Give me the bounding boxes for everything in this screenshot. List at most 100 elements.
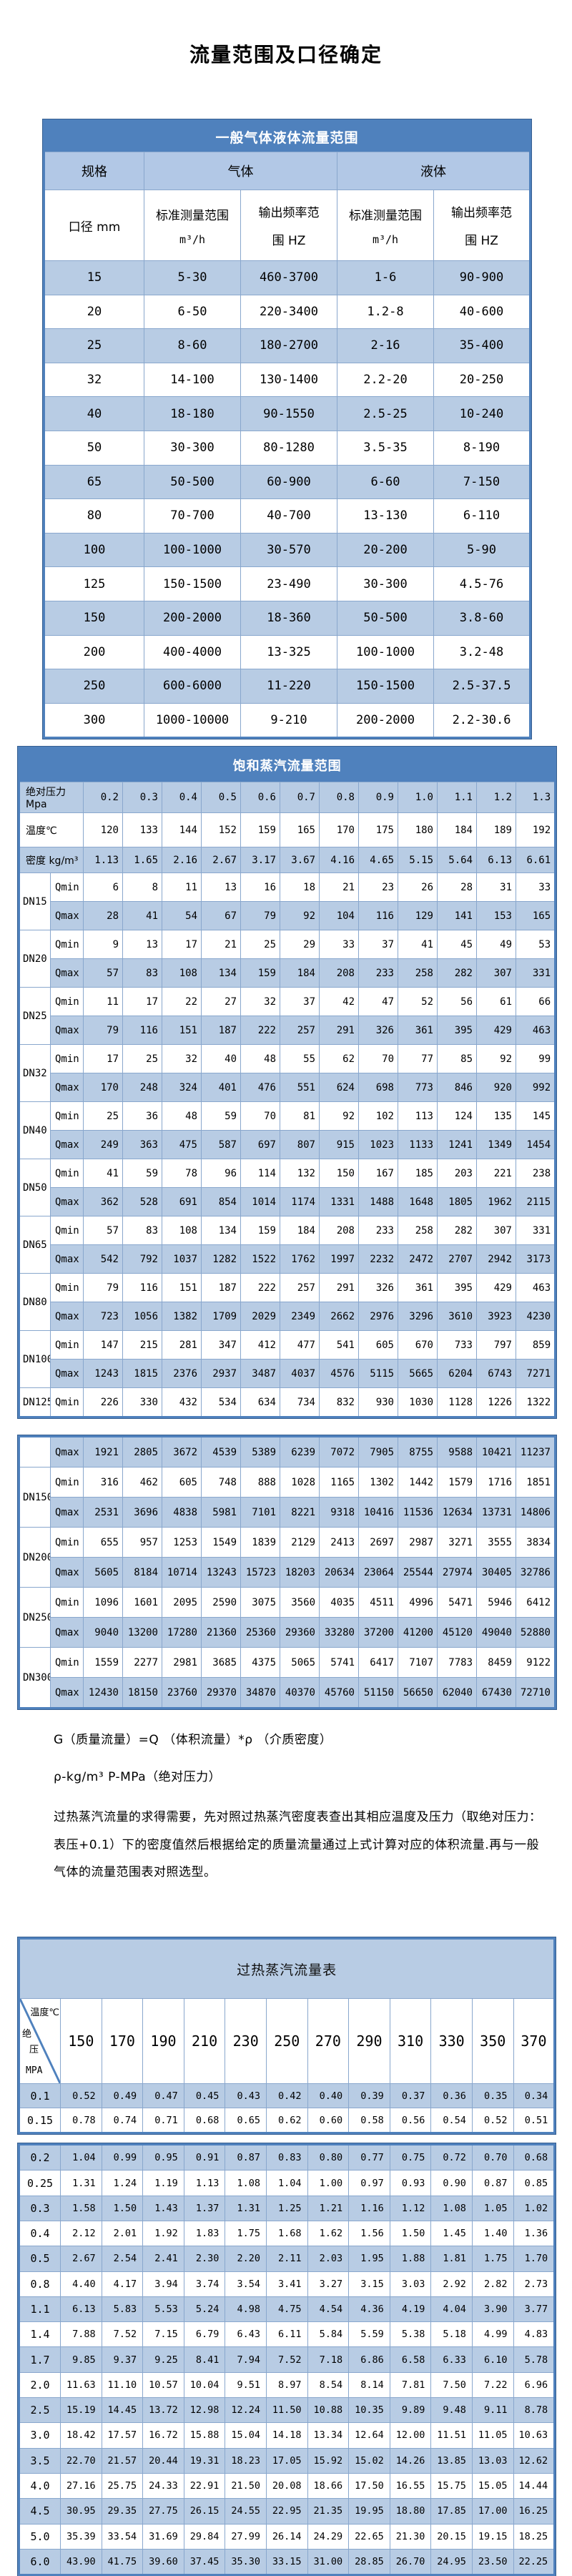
flow-value-cell: 361 <box>398 1016 438 1046</box>
liquid-freq-unit: 围 HZ <box>465 234 498 248</box>
liquid-range-cell: 2-16 <box>337 328 434 363</box>
flow-value-cell: 77 <box>398 1044 438 1074</box>
flow-value-cell: 45120 <box>437 1617 477 1648</box>
saturated-table-row: DN65 Qmin 57 83 108 134 159 184 208 233 258 282 307 3… <box>19 1216 556 1274</box>
density-value-cell: 1.56 <box>348 2220 390 2247</box>
flow-value-cell: 624 <box>319 1073 359 1103</box>
flow-value-cell: 291 <box>319 1273 359 1303</box>
saturated-table-row: DN125 Qmin 226 330 432 534 634 734 832 930 1030 112… <box>19 1387 556 1418</box>
density-value-cell: 24.55 <box>225 2498 267 2525</box>
density-value-cell: 20.15 <box>430 2523 473 2550</box>
flow-value-cell: 1488 <box>358 1187 398 1217</box>
flow-value-cell: 1921 <box>83 1436 123 1468</box>
flow-value-cell: 135 <box>476 1101 516 1131</box>
density-value-cell: 1.37 <box>183 2195 226 2221</box>
flow-value-cell: 920 <box>476 1073 516 1103</box>
density-value-cell: 0.56 <box>389 2108 432 2134</box>
temperature-column-header: 170 <box>101 1998 144 2085</box>
flow-value-cell: 92 <box>319 1101 359 1131</box>
superheated-table-row: 4.5 30.95 29.35 27.75 26.15 24.55 22.95 21.35 19… <box>19 2498 556 2525</box>
flow-value-cell: 48 <box>162 1101 202 1131</box>
density-value-cell: 0.83 <box>265 2144 308 2171</box>
density-value-cell: 2.11 <box>265 2246 308 2272</box>
density-value-cell: 1.68 <box>265 2220 308 2247</box>
flow-value-cell: 67430 <box>476 1677 516 1709</box>
pressure-label-cell: 2.0 <box>19 2371 61 2399</box>
saturated-table-row: DN32 Qmin 17 25 32 40 48 55 62 70 77 85 92 99 <box>19 1044 556 1103</box>
general-table-row: 80 70-700 40-700 13-130 6-110 <box>44 498 531 534</box>
flow-value-cell: 475 <box>162 1130 202 1160</box>
flow-value-cell: 9040 <box>83 1617 123 1648</box>
flow-value-cell: 2662 <box>319 1302 359 1332</box>
flow-value-cell: 1839 <box>240 1527 280 1558</box>
density-value-cell: 6.96 <box>513 2371 556 2399</box>
temperature-column-header: 250 <box>265 1998 308 2085</box>
diameter-cell: 250 <box>44 669 144 704</box>
gas-range-cell: 100-1000 <box>144 532 241 568</box>
density-value-cell: 4.19 <box>389 2296 432 2323</box>
flow-value-cell: 412 <box>240 1330 280 1360</box>
density-value-cell: 0.51 <box>513 2108 556 2134</box>
superheated-table-row: 0.3 1.58 1.50 1.43 1.37 1.31 1.25 1.21 1.16 1.12 1… <box>19 2195 556 2221</box>
density-value-cell: 3.74 <box>183 2271 226 2297</box>
saturated-table-row: DN150 Qmin 316 462 605 748 888 1028 1165 1302 1442… <box>19 1467 556 1528</box>
density-value-cell: 3.67 <box>280 847 320 874</box>
density-value-cell: 6.86 <box>348 2346 390 2373</box>
gas-range-cell: 600-6000 <box>144 669 241 704</box>
flow-value-cell: 18150 <box>122 1677 162 1709</box>
diameter-cell: 80 <box>44 498 144 534</box>
density-value-cell: 43.90 <box>60 2548 102 2576</box>
q-label-cell: Qmin <box>50 1273 84 1303</box>
flow-value-cell: 102 <box>358 1101 398 1131</box>
flow-value-cell: 3173 <box>515 1244 556 1274</box>
density-value-cell: 6.79 <box>183 2321 226 2348</box>
temperature-column-header: 350 <box>471 1998 514 2085</box>
liquid-range-cell: 1-6 <box>337 260 434 295</box>
corner-cell: 温度℃ 绝 压 MPA <box>19 1998 61 2085</box>
flow-value-cell: 5981 <box>201 1497 241 1528</box>
flow-value-cell: 281 <box>162 1330 202 1360</box>
pressure-value-cell: 0.3 <box>122 782 162 814</box>
liquid-freq-cell: 3.2-48 <box>433 634 531 670</box>
flow-value-cell: 832 <box>319 1387 359 1418</box>
pressure-label-cell: 0.25 <box>19 2170 61 2196</box>
density-value-cell: 6.13 <box>476 847 516 874</box>
temperature-column-header: 210 <box>183 1998 226 2085</box>
q-label-cell: Qmin <box>50 1527 84 1558</box>
flow-value-cell: 807 <box>280 1130 320 1160</box>
density-value-cell: 0.77 <box>348 2144 390 2171</box>
flow-value-cell: 3696 <box>122 1497 162 1528</box>
density-value-cell: 17.05 <box>265 2447 308 2474</box>
density-value-cell: 0.90 <box>430 2170 473 2196</box>
pressure-value-cell: 0.2 <box>83 782 123 814</box>
flow-value-cell: 2976 <box>358 1302 398 1332</box>
flow-value-cell: 4576 <box>319 1359 359 1389</box>
superheated-table-row: 2.5 15.19 14.45 13.72 12.98 12.24 11.50 10.88 10… <box>19 2397 556 2424</box>
general-table-row: 200 400-4000 13-325 100-1000 3.2-48 <box>44 634 531 670</box>
superheated-table-row: 0.15 0.78 0.74 0.71 0.68 0.65 0.62 0.60 0.58 0.56… <box>19 2108 556 2134</box>
flow-value-cell: 3555 <box>476 1527 516 1558</box>
flow-value-cell: 29370 <box>201 1677 241 1709</box>
density-value-cell: 29.35 <box>101 2498 144 2525</box>
density-value-cell: 29.84 <box>183 2523 226 2550</box>
flow-value-cell: 3685 <box>201 1647 241 1678</box>
flow-value-cell: 3075 <box>240 1587 280 1618</box>
density-value-cell: 4.36 <box>348 2296 390 2323</box>
general-table-row: 50 30-300 80-1280 3.5-35 8-190 <box>44 430 531 466</box>
density-value-cell: 5.64 <box>437 847 477 874</box>
superheated-table-row: 3.0 18.42 17.57 16.72 15.88 15.04 14.18 13.34 12… <box>19 2422 556 2449</box>
col-header-liquid: 液体 <box>336 152 531 190</box>
flow-value-cell: 6743 <box>476 1359 516 1389</box>
density-value-cell: 5.15 <box>398 847 438 874</box>
density-value-cell: 4.54 <box>307 2296 350 2323</box>
flow-value-cell: 1023 <box>358 1130 398 1160</box>
flow-value-cell: 463 <box>515 1016 556 1046</box>
general-table-row: 65 50-500 60-900 6-60 7-150 <box>44 464 531 500</box>
flow-value-cell: 56 <box>437 987 477 1017</box>
flow-value-cell: 2376 <box>162 1359 202 1389</box>
saturated-block2-body: Qmax 1921 2805 3672 4539 5389 6239 7072 7905 8755… <box>19 1436 556 1709</box>
flow-value-cell: 395 <box>437 1016 477 1046</box>
flow-value-cell: 22 <box>162 987 202 1017</box>
density-value-cell: 20.44 <box>142 2447 184 2474</box>
flow-value-cell: 167 <box>358 1159 398 1189</box>
